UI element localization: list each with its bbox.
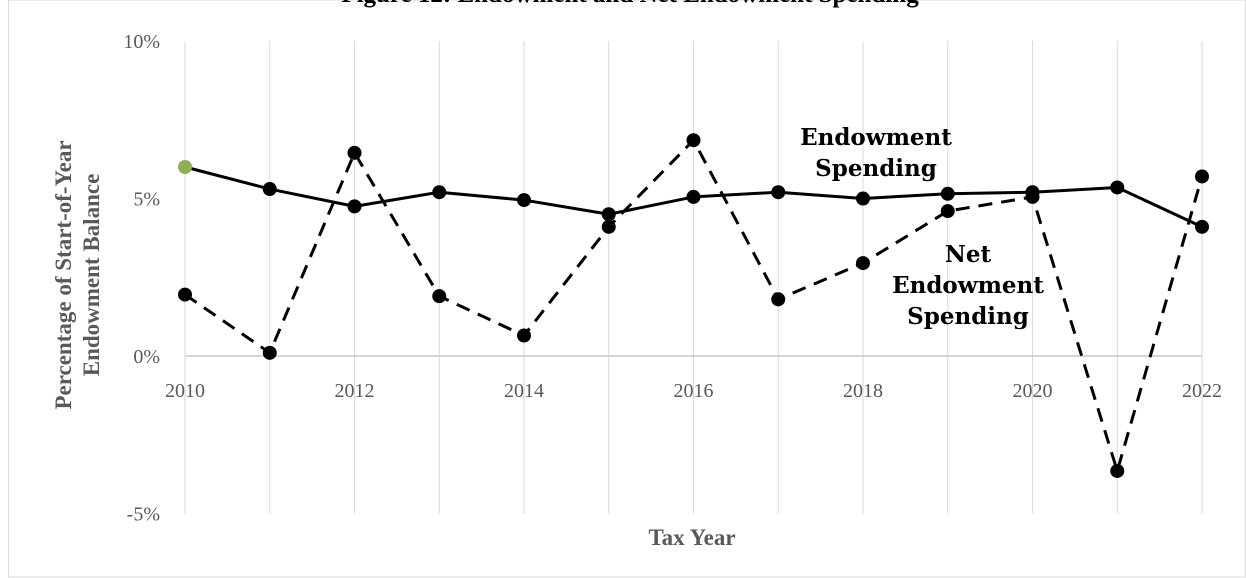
- net-endowment-spending-point: [686, 133, 701, 148]
- chart-border: [8, 0, 1246, 578]
- net-endowment-spending-point: [1195, 169, 1209, 184]
- endowment-spending-point: [856, 191, 870, 206]
- endowment-spending-point: [601, 207, 616, 222]
- x-axis-ticks: 2010 2012 2014 2016 2018 2020 2022: [165, 380, 1222, 402]
- net-endowment-spending-point: [1110, 463, 1125, 478]
- net-endowment-spending-point: [432, 289, 447, 304]
- y-tick-label: 0%: [133, 346, 160, 368]
- endowment-spending-point: [432, 185, 447, 200]
- series-annotation: Spending: [907, 303, 1029, 330]
- x-tick-label: 2020: [1013, 380, 1053, 402]
- x-tick-label: 2012: [335, 380, 375, 402]
- net-endowment-spending-point: [601, 219, 616, 234]
- series-annotation: Spending: [815, 155, 937, 182]
- y-tick-label: 10%: [123, 31, 160, 53]
- endowment-spending-point: [940, 186, 955, 201]
- x-tick-label: 2010: [165, 380, 205, 402]
- y-axis-title-group: Percentage of Start-of-Year Endowment Bal…: [51, 140, 104, 409]
- endowment-spending-point: [517, 193, 531, 208]
- endowment-spending-point: [262, 182, 277, 197]
- net-endowment-spending-point: [1025, 189, 1040, 204]
- net-endowment-spending-point: [771, 292, 786, 307]
- net-endowment-spending-point: [517, 328, 531, 343]
- x-tick-label: 2022: [1182, 380, 1222, 402]
- endowment-spending-point: [771, 185, 786, 200]
- grid: [184, 41, 1203, 514]
- net-endowment-spending-point: [347, 145, 362, 160]
- chart-title: Figure 12: Endowment and Net Endowment S…: [341, 0, 919, 8]
- y-tick-label: 5%: [133, 189, 160, 211]
- y-axis-title: Percentage of Start-of-Year Endowment Bal…: [51, 140, 104, 409]
- x-axis-title: Tax Year: [648, 525, 735, 550]
- y-axis-title-line: Percentage of Start-of-Year: [51, 140, 76, 409]
- endowment-spending-point: [686, 189, 701, 204]
- endowment-spending-point: [1195, 219, 1209, 234]
- endowment-spending-point: [178, 160, 192, 174]
- net-endowment-spending-point: [262, 345, 277, 360]
- series-annotation: Endowment: [800, 124, 952, 151]
- net-endowment-spending-point: [940, 204, 955, 219]
- net-endowment-spending-point: [856, 256, 870, 271]
- endowment-spending-point: [1110, 180, 1125, 195]
- y-tick-label: -5%: [127, 504, 160, 526]
- y-axis-title-line: Endowment Balance: [79, 174, 104, 377]
- x-tick-label: 2016: [674, 380, 714, 402]
- series: [178, 133, 1209, 478]
- x-tick-label: 2014: [504, 380, 544, 402]
- endowment-spending-point: [347, 199, 362, 214]
- y-axis-ticks: -5% 0% 5% 10%: [123, 31, 160, 526]
- annotations: Endowment Spending Net Endowment Spending: [800, 124, 1044, 330]
- series-annotation: Net: [945, 241, 992, 268]
- x-tick-label: 2018: [843, 380, 883, 402]
- series-annotation: Endowment: [892, 272, 1044, 299]
- net-endowment-spending-point: [178, 287, 192, 302]
